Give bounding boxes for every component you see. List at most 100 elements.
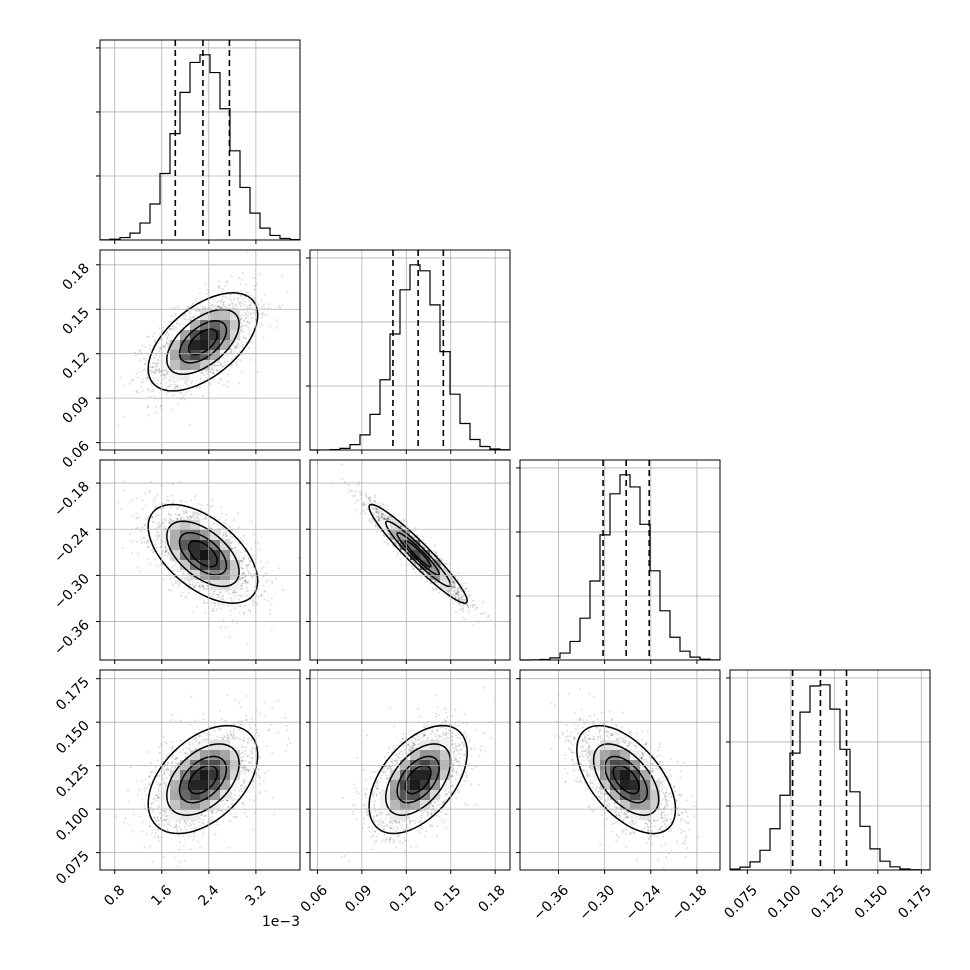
sample-point — [422, 571, 425, 574]
sample-point — [245, 581, 247, 583]
sample-point — [176, 385, 179, 388]
sample-point — [246, 569, 249, 572]
sample-point — [249, 609, 251, 612]
sample-point — [278, 305, 280, 307]
sample-point — [173, 383, 176, 386]
sample-point — [258, 595, 260, 598]
sample-point — [154, 341, 157, 343]
sample-point — [148, 491, 151, 494]
sample-point — [171, 408, 174, 411]
sample-point — [264, 572, 267, 575]
sample-point — [246, 547, 249, 550]
sample-point — [247, 563, 250, 566]
sample-point — [219, 364, 222, 366]
sample-point — [246, 304, 248, 307]
sample-point — [230, 599, 233, 602]
sample-point — [212, 305, 215, 308]
density-cell — [180, 560, 190, 570]
sample-point — [468, 590, 470, 593]
panel-2-0 — [113, 480, 300, 645]
sample-point — [462, 582, 465, 585]
sample-point — [249, 294, 252, 297]
sample-point — [454, 596, 457, 599]
sample-point — [239, 578, 242, 581]
sample-point — [220, 513, 223, 515]
sample-point — [233, 346, 236, 349]
sample-point — [246, 581, 249, 584]
sample-point — [174, 582, 177, 585]
sample-point — [204, 611, 207, 614]
sample-point — [232, 344, 235, 347]
sample-point — [222, 594, 225, 597]
sample-point — [158, 346, 160, 349]
density-cell — [170, 370, 180, 380]
sample-point — [262, 314, 265, 317]
sample-point — [403, 552, 406, 555]
sample-point — [234, 341, 237, 344]
sample-point — [430, 553, 433, 556]
sample-point — [179, 391, 182, 394]
sample-point — [261, 593, 264, 596]
sample-point — [233, 546, 236, 549]
sample-point — [216, 523, 219, 526]
sample-point — [435, 558, 438, 561]
sample-point — [235, 364, 238, 367]
sample-point — [241, 298, 244, 301]
sample-point — [184, 382, 187, 385]
sample-point — [169, 518, 172, 521]
panel-frame — [309, 249, 511, 451]
sample-point — [144, 542, 147, 545]
density-cell — [180, 320, 190, 330]
sample-point — [144, 504, 147, 507]
sample-point — [244, 563, 247, 566]
sample-point — [247, 299, 250, 302]
sample-point — [201, 305, 204, 308]
sample-point — [354, 491, 357, 493]
sample-point — [230, 364, 233, 367]
sample-point — [461, 608, 464, 611]
sample-point — [217, 364, 220, 367]
sample-point — [117, 501, 119, 504]
sample-point — [241, 563, 244, 566]
sample-point — [200, 504, 203, 506]
sample-point — [197, 581, 199, 584]
density-cell — [170, 360, 180, 370]
sample-point — [221, 287, 224, 290]
sample-point — [244, 579, 246, 582]
density-cell — [170, 550, 180, 560]
sample-point — [203, 517, 206, 520]
sample-point — [457, 592, 459, 595]
sample-point — [188, 583, 191, 586]
sample-point — [218, 306, 221, 309]
sample-point — [119, 376, 122, 379]
sample-point — [455, 592, 458, 595]
sample-point — [198, 585, 201, 588]
sample-point — [205, 517, 208, 520]
sample-point — [155, 534, 158, 537]
sample-point — [247, 589, 250, 592]
sample-point — [222, 303, 225, 306]
sample-point — [159, 371, 162, 373]
sample-point — [229, 541, 232, 544]
sample-point — [146, 519, 149, 522]
sample-point — [136, 566, 139, 569]
sample-point — [212, 377, 215, 380]
histogram-step — [520, 474, 720, 661]
sample-point — [155, 354, 157, 357]
sample-point — [400, 525, 403, 528]
sample-point — [153, 395, 156, 398]
sample-point — [150, 389, 152, 392]
sample-point — [238, 301, 241, 304]
density-cell — [230, 320, 240, 330]
density-cell — [220, 310, 230, 320]
sample-point — [176, 518, 179, 521]
sample-point — [139, 359, 142, 362]
sample-point — [412, 567, 415, 570]
sample-point — [267, 579, 270, 582]
sample-point — [157, 362, 160, 365]
sample-point — [400, 524, 403, 527]
sample-point — [213, 365, 216, 368]
sample-point — [458, 599, 461, 601]
sample-point — [433, 580, 436, 583]
sample-point — [453, 586, 456, 589]
